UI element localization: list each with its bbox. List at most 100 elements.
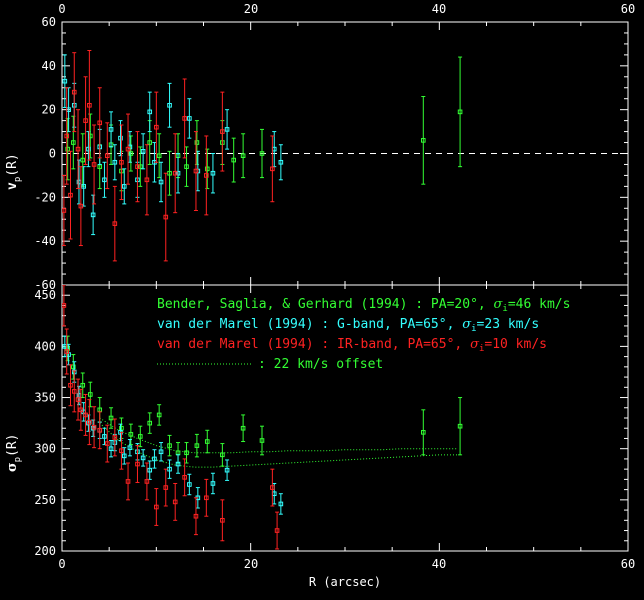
data-point xyxy=(91,424,97,430)
data-point xyxy=(231,157,236,163)
data-layer xyxy=(62,285,463,550)
data-point xyxy=(121,453,127,459)
data-point xyxy=(194,140,200,145)
y-tick-label: 450 xyxy=(34,288,56,302)
bottom-xtick-label: 0 xyxy=(58,557,65,571)
data-point xyxy=(184,164,189,169)
data-point xyxy=(278,159,284,165)
data-point xyxy=(240,425,246,431)
data-point xyxy=(128,151,134,156)
legend-entry: van der Marel (1994) : G-band, PA=65°, σ… xyxy=(157,317,539,334)
data-point xyxy=(83,118,88,123)
data-point xyxy=(204,173,209,178)
data-point xyxy=(83,412,88,418)
panels: -60 -40 -20 0 20 40 60 200 250 300 350 400 450 Bender… xyxy=(34,15,629,558)
data-point xyxy=(140,149,146,154)
data-point xyxy=(457,109,463,115)
data-point xyxy=(182,116,187,121)
data-point xyxy=(182,475,187,480)
data-point xyxy=(194,443,200,448)
data-point xyxy=(175,461,181,467)
data-point xyxy=(71,389,77,394)
panel-dispersion: 200 250 300 350 400 450 Bender, Saglia, & Gerh… xyxy=(34,284,629,558)
y-label-sub: p xyxy=(13,457,23,462)
series-red xyxy=(62,285,280,550)
legend-text: van der Marel (1994) : G-band, PA=65°, xyxy=(157,317,462,332)
data-point xyxy=(65,146,70,152)
data-point xyxy=(86,420,91,426)
data-point xyxy=(80,382,86,388)
data-point xyxy=(240,153,246,158)
data-point xyxy=(270,485,275,490)
y-axis-label-velocity: vp(R) xyxy=(5,153,23,190)
data-point xyxy=(172,499,178,505)
data-point xyxy=(119,448,124,454)
data-point xyxy=(137,164,143,169)
data-point xyxy=(62,208,67,213)
data-point xyxy=(259,438,265,443)
data-point xyxy=(147,109,153,115)
data-point xyxy=(167,102,172,108)
data-point xyxy=(64,133,70,139)
data-point xyxy=(127,445,133,450)
data-point xyxy=(90,425,96,431)
data-point xyxy=(220,129,225,134)
legend-text: Bender, Saglia, & Gerhard (1994) : PA=20… xyxy=(157,297,494,312)
bottom-xtick-label: 40 xyxy=(432,557,446,571)
y-tick-label: -60 xyxy=(34,278,56,292)
data-point xyxy=(68,382,73,388)
data-point xyxy=(90,212,96,218)
y-tick-label: 20 xyxy=(42,103,56,117)
data-point xyxy=(278,501,284,507)
data-point xyxy=(154,504,159,510)
data-point xyxy=(112,221,118,226)
data-point xyxy=(125,479,131,484)
legend-subscript: i xyxy=(479,344,484,354)
data-point xyxy=(104,153,110,158)
data-point xyxy=(220,452,225,458)
data-point xyxy=(204,439,210,444)
y-label-tail: (R) xyxy=(5,434,20,457)
data-point xyxy=(420,138,426,143)
legend-subscript: i xyxy=(502,304,507,314)
data-point xyxy=(158,179,164,185)
data-point xyxy=(121,184,127,189)
data-point xyxy=(167,443,172,448)
data-point xyxy=(175,170,181,176)
top-xtick-label: 0 xyxy=(58,2,65,16)
y-tick-label: -40 xyxy=(34,234,56,248)
data-point xyxy=(220,518,225,523)
legend: Bender, Saglia, & Gerhard (1994) : PA=20… xyxy=(157,297,570,372)
y-tick-label: 250 xyxy=(34,493,56,507)
y-tick-label: 300 xyxy=(34,442,56,456)
y-tick-label: 200 xyxy=(34,544,56,558)
data-point xyxy=(224,127,230,132)
data-point xyxy=(259,151,265,156)
data-point xyxy=(135,461,140,467)
legend-symbol: σ xyxy=(494,297,504,312)
series-red xyxy=(62,49,275,262)
y-label-sub: p xyxy=(13,177,23,182)
data-layer xyxy=(62,49,463,262)
x-axis-label: R (arcsec) xyxy=(309,575,381,589)
bottom-xtick-labels: 0 20 40 60 xyxy=(58,557,635,571)
legend-subscript: i xyxy=(471,324,476,334)
data-point xyxy=(158,449,164,455)
data-point xyxy=(112,159,118,165)
series-green xyxy=(65,335,463,467)
data-point xyxy=(172,170,178,176)
top-xtick-labels: 0 20 40 60 xyxy=(58,2,635,16)
panel-velocity: -60 -40 -20 0 20 40 60 xyxy=(34,15,629,292)
data-point xyxy=(68,192,73,198)
y-tick-label: -20 xyxy=(34,190,56,204)
y-tick-label: 0 xyxy=(49,147,56,161)
y-tick-label: 40 xyxy=(42,59,56,73)
legend-entry: : 22 km/s offset xyxy=(258,357,383,372)
top-xtick-label: 60 xyxy=(621,2,635,16)
legend-symbol: σ xyxy=(470,337,480,352)
y-axis-label-dispersion: σp(R) xyxy=(5,434,23,473)
data-point xyxy=(210,481,216,486)
data-point xyxy=(78,407,84,413)
series-cyan xyxy=(62,54,284,236)
